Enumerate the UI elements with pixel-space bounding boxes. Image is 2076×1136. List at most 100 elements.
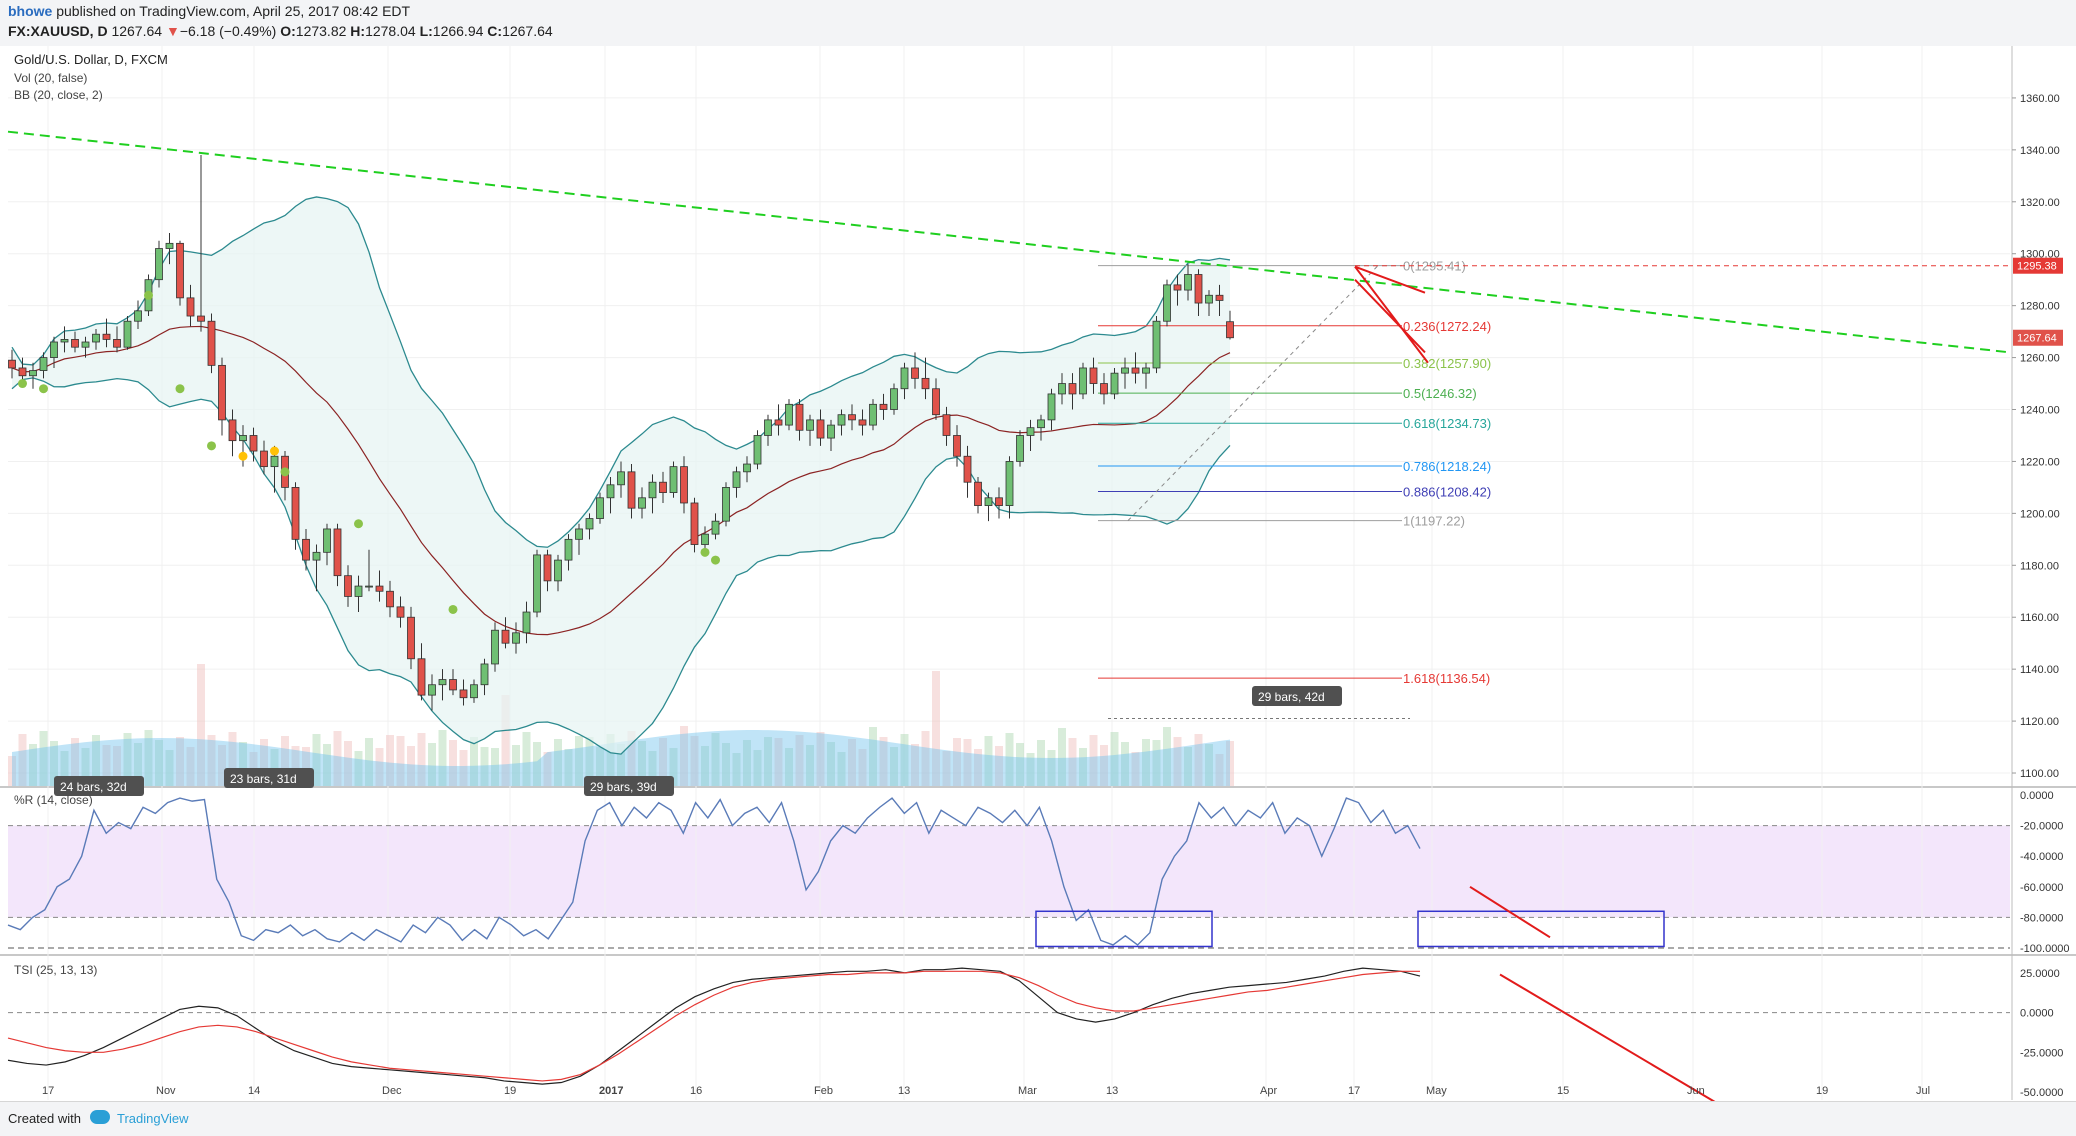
volume-bar	[921, 731, 930, 786]
wr-tick-label: -100.0000	[2020, 943, 2070, 955]
vol-legend: Vol (20, false)	[14, 71, 87, 85]
volume-bar	[186, 747, 195, 786]
candle-body	[1079, 367, 1087, 395]
volume-bar	[417, 733, 426, 786]
volume-bar	[606, 734, 615, 786]
candle-body	[837, 414, 846, 426]
volume-bar	[197, 664, 205, 786]
tsi-series-line	[7, 967, 1421, 1085]
time-tick-label: 13	[898, 1085, 910, 1097]
drawn-arrows	[1354, 265, 1429, 364]
volume-bar	[1110, 732, 1119, 786]
volume-bar	[365, 738, 373, 786]
drawn-arrow	[1469, 885, 1551, 939]
candle-body	[1215, 294, 1224, 301]
candle-body	[123, 320, 132, 348]
volume-bar	[522, 732, 531, 786]
volume-bar	[1047, 750, 1056, 786]
volume-bar	[732, 753, 741, 786]
volume-bar	[50, 741, 58, 786]
candle-body	[438, 679, 447, 686]
candle-body	[407, 616, 415, 660]
volume-bar	[669, 748, 678, 786]
candle-body	[764, 419, 772, 436]
candle-body	[375, 585, 384, 592]
volume-bar	[1173, 737, 1182, 786]
volume-bar	[690, 736, 699, 786]
volume-bar	[207, 735, 216, 786]
volume-bar	[470, 737, 478, 786]
time-tick-label: 16	[690, 1085, 702, 1097]
tsi-tick-label: -50.0000	[2020, 1087, 2063, 1099]
candle-body	[921, 377, 930, 390]
price-tick-label: 1200.00	[2020, 508, 2060, 520]
candle-body	[491, 629, 499, 665]
volume-bar	[879, 737, 888, 786]
time-tick-label: 19	[1816, 1085, 1828, 1097]
candle-body	[1100, 383, 1108, 395]
bb-upper-line	[11, 196, 1231, 548]
volume-bar	[701, 746, 709, 786]
volume-bar	[1205, 744, 1213, 786]
volume-bar	[1016, 743, 1024, 786]
candle-body	[617, 471, 625, 486]
candle-body	[711, 520, 720, 535]
candle-body	[858, 419, 867, 426]
candle-body	[1089, 367, 1098, 384]
volume-bar	[932, 671, 940, 786]
wr-tick-label: -20.0000	[2020, 821, 2063, 833]
tradingview-brand[interactable]: TradingView	[117, 1111, 189, 1126]
fib-level-label: 0.886(1208.42)	[1403, 485, 1491, 500]
volume-bar	[942, 751, 951, 786]
candle-body	[480, 663, 489, 686]
candle-body	[18, 367, 27, 377]
candle-body	[428, 684, 436, 696]
symbol-label: FX:XAUUSD, D	[8, 23, 108, 39]
volume-ma-area	[12, 730, 1230, 786]
tsi-series-line	[7, 970, 1420, 1082]
volume-bar	[953, 738, 961, 786]
open-label: O:	[280, 23, 296, 39]
signal-dot	[39, 384, 48, 394]
tsi-tick-label: 0.0000	[2020, 1008, 2054, 1020]
publisher-name[interactable]: bhowe	[8, 3, 53, 19]
candle-body	[1205, 294, 1213, 304]
candle-body	[1142, 367, 1150, 374]
ohlc-line: FX:XAUUSD, D 1267.64 ▼−6.18 (−0.49%) O:1…	[8, 23, 553, 39]
price-tick-label: 1260.00	[2020, 353, 2060, 365]
volume-bar	[617, 744, 625, 786]
candle-body	[795, 403, 804, 431]
volume-bar	[323, 744, 331, 786]
candle-body	[197, 315, 205, 322]
candle-body	[659, 481, 667, 493]
time-tick-label: Nov	[156, 1085, 176, 1097]
candle-body	[816, 419, 825, 439]
candle-body	[1016, 435, 1024, 462]
bb-legend: BB (20, close, 2)	[14, 88, 103, 102]
candle-body	[732, 471, 741, 488]
fib-level-label: 1(1197.22)	[1403, 514, 1465, 529]
volume-bar	[155, 740, 163, 786]
volume-bar	[837, 752, 846, 786]
volume-bar	[753, 750, 762, 786]
high-value: 1278.04	[365, 23, 416, 39]
volume-bar	[480, 747, 489, 786]
volume-bar	[585, 737, 594, 786]
candle-body	[291, 487, 300, 540]
candle-body	[218, 364, 226, 421]
volume-bar	[1194, 734, 1203, 786]
volume-bar	[8, 756, 16, 786]
volume-bar	[795, 735, 804, 786]
volume-bar	[71, 738, 79, 786]
time-tick-label: 19	[504, 1085, 516, 1097]
volume-bar	[396, 736, 405, 786]
candle-body	[155, 248, 163, 281]
candle-body	[92, 333, 100, 343]
candle-body	[228, 419, 237, 442]
volume-bar	[648, 751, 657, 786]
signal-dot	[270, 446, 279, 456]
candle-body	[785, 403, 793, 426]
volume-bar	[722, 743, 730, 786]
candle-body	[648, 481, 657, 499]
